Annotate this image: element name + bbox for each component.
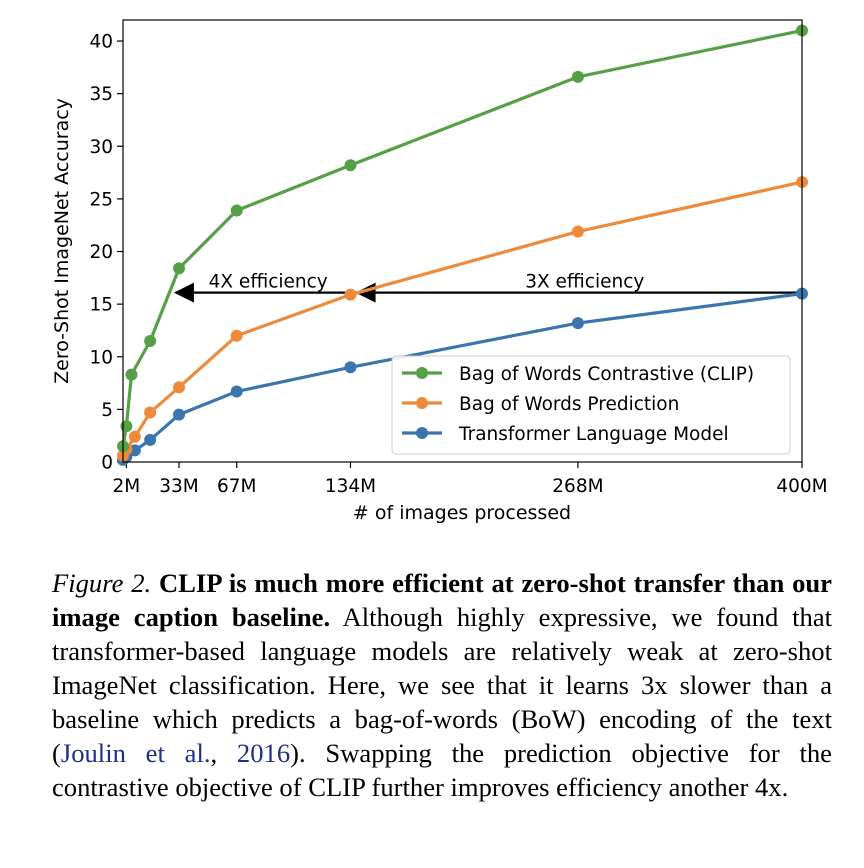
series-point bbox=[231, 330, 243, 342]
x-tick-label: 400M bbox=[776, 476, 827, 497]
series-point bbox=[144, 407, 156, 419]
x-tick-label: 134M bbox=[325, 476, 376, 497]
legend-swatch-marker bbox=[416, 427, 428, 439]
series-point bbox=[120, 420, 132, 432]
series-point bbox=[173, 381, 185, 393]
series-point bbox=[344, 159, 356, 171]
y-tick-label: 0 bbox=[101, 453, 113, 474]
x-tick-label: 67M bbox=[217, 476, 257, 497]
series-point bbox=[572, 317, 584, 329]
series-point bbox=[344, 361, 356, 373]
series-point bbox=[173, 262, 185, 274]
x-tick-label: 268M bbox=[552, 476, 603, 497]
y-tick-label: 5 bbox=[101, 400, 113, 421]
series-point bbox=[173, 409, 185, 421]
y-axis-ticks: 0 5 10 15 20 25 30 35 40 bbox=[89, 32, 123, 474]
legend-label: Transformer Language Model bbox=[458, 424, 729, 445]
x-axis-ticks: 2M 33M 67M 134M 268M 400M bbox=[113, 462, 828, 497]
legend-swatch-marker bbox=[416, 397, 428, 409]
chart-legend: Bag of Words Contrastive (CLIP) Bag of Wo… bbox=[392, 356, 790, 454]
annotation-label: 4X efficiency bbox=[209, 272, 328, 293]
y-tick-label: 40 bbox=[89, 32, 113, 53]
series-point bbox=[144, 434, 156, 446]
y-tick-label: 10 bbox=[89, 347, 113, 368]
y-tick-label: 25 bbox=[89, 189, 113, 210]
series-point bbox=[231, 385, 243, 397]
y-axis-label: Zero-Shot ImageNet Accuracy bbox=[51, 98, 73, 384]
series-point bbox=[231, 204, 243, 216]
citation-separator: , bbox=[210, 738, 236, 768]
series-point bbox=[129, 431, 141, 443]
x-axis-label: # of images processed bbox=[353, 502, 571, 524]
figure-label: Figure 2. bbox=[52, 568, 151, 598]
citation-link-authors[interactable]: Joulin et al. bbox=[61, 738, 211, 768]
line-chart: 0 5 10 15 20 25 30 35 40 2M 33M 67M 134M 268M 400M 4X… bbox=[0, 0, 864, 540]
figure-caption: Figure 2. CLIP is much more efficient at… bbox=[52, 566, 832, 804]
series-point bbox=[572, 226, 584, 238]
legend-label: Bag of Words Contrastive (CLIP) bbox=[459, 364, 754, 385]
citation-link-year[interactable]: 2016 bbox=[237, 738, 290, 768]
series-point bbox=[144, 335, 156, 347]
series-point bbox=[125, 369, 137, 381]
y-tick-label: 20 bbox=[89, 242, 113, 263]
series-point bbox=[344, 289, 356, 301]
x-tick-label: 33M bbox=[159, 476, 199, 497]
legend-swatch-marker bbox=[416, 367, 428, 379]
y-tick-label: 35 bbox=[89, 84, 113, 105]
annotation-label: 3X efficiency bbox=[525, 272, 644, 293]
y-tick-label: 30 bbox=[89, 137, 113, 158]
y-tick-label: 15 bbox=[89, 295, 113, 316]
x-tick-label: 2M bbox=[113, 476, 141, 497]
series-point bbox=[572, 71, 584, 83]
legend-label: Bag of Words Prediction bbox=[459, 394, 679, 415]
